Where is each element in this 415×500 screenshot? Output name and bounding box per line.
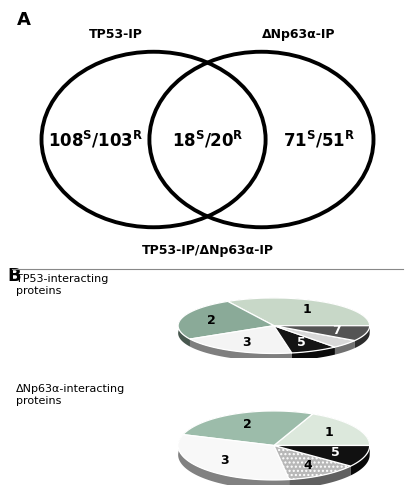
Text: 3: 3 <box>242 336 251 349</box>
Text: ΔNp63α-IP: ΔNp63α-IP <box>262 28 336 42</box>
Polygon shape <box>351 446 370 476</box>
Text: 1: 1 <box>324 426 333 439</box>
Text: 2: 2 <box>243 418 252 430</box>
Polygon shape <box>292 347 335 360</box>
Polygon shape <box>274 414 370 446</box>
Polygon shape <box>178 434 289 480</box>
Text: 5: 5 <box>297 336 306 349</box>
Polygon shape <box>274 446 351 480</box>
Polygon shape <box>312 414 370 455</box>
Polygon shape <box>228 298 370 326</box>
Text: $\mathbf{108^S/103^R}$: $\mathbf{108^S/103^R}$ <box>48 129 143 150</box>
Polygon shape <box>274 326 370 340</box>
Text: 2: 2 <box>207 314 216 327</box>
Text: 4: 4 <box>303 459 312 472</box>
Polygon shape <box>289 466 351 489</box>
Polygon shape <box>355 326 370 348</box>
Text: TP53-IP/ΔNp63α-IP: TP53-IP/ΔNp63α-IP <box>142 244 273 257</box>
Polygon shape <box>190 339 292 361</box>
Text: 1: 1 <box>303 303 311 316</box>
Polygon shape <box>183 411 312 446</box>
Polygon shape <box>335 340 355 354</box>
Polygon shape <box>228 298 370 333</box>
Polygon shape <box>274 326 335 353</box>
Text: $\mathbf{18^S/20^R}$: $\mathbf{18^S/20^R}$ <box>172 129 243 150</box>
Polygon shape <box>274 326 355 347</box>
Text: ΔNp63α-interacting
proteins: ΔNp63α-interacting proteins <box>16 384 125 406</box>
Polygon shape <box>178 302 274 339</box>
Polygon shape <box>274 446 370 466</box>
Text: B: B <box>7 267 21 285</box>
Text: A: A <box>17 11 30 29</box>
Text: TP53-interacting
proteins: TP53-interacting proteins <box>16 274 108 295</box>
Text: 5: 5 <box>331 446 340 460</box>
Polygon shape <box>178 434 289 490</box>
Text: 7: 7 <box>332 324 341 338</box>
Text: 3: 3 <box>220 454 229 467</box>
Polygon shape <box>190 326 292 353</box>
Polygon shape <box>178 302 228 346</box>
Text: TP53-IP: TP53-IP <box>89 28 143 42</box>
Text: $\mathbf{71^S/51^R}$: $\mathbf{71^S/51^R}$ <box>283 129 356 150</box>
Polygon shape <box>183 411 312 444</box>
